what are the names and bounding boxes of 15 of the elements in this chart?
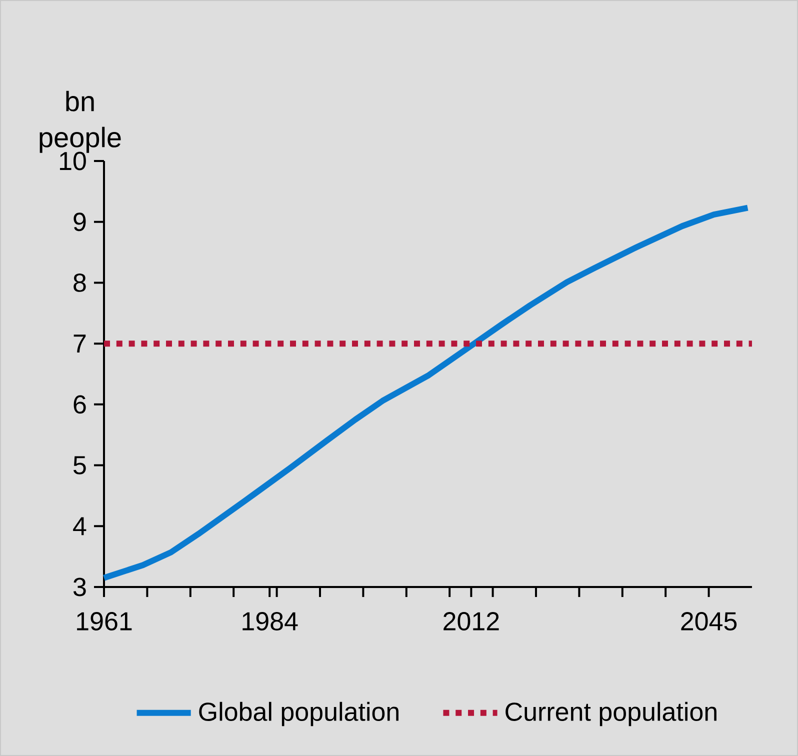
y-tick-label: 5 <box>74 456 86 474</box>
y-axis-title: bn people <box>40 90 121 153</box>
x-tick-label: 2012 <box>444 612 499 630</box>
y-tick-label: 6 <box>74 395 86 414</box>
y-tick-label: 4 <box>73 517 86 536</box>
x-tick-label: 2045 <box>681 612 737 630</box>
y-tick-label: 9 <box>74 212 86 232</box>
legend-label: Current population <box>506 702 716 726</box>
legend-label: Global population <box>199 702 398 726</box>
y-tick-label: 7 <box>74 334 86 353</box>
x-tick-label: 1984 <box>242 612 298 630</box>
y-tick-label: 10 <box>60 152 86 170</box>
y-tick-label: 8 <box>74 274 86 292</box>
y-tick-label: 3 <box>73 578 86 596</box>
x-tick-label: 1961 <box>77 612 132 630</box>
